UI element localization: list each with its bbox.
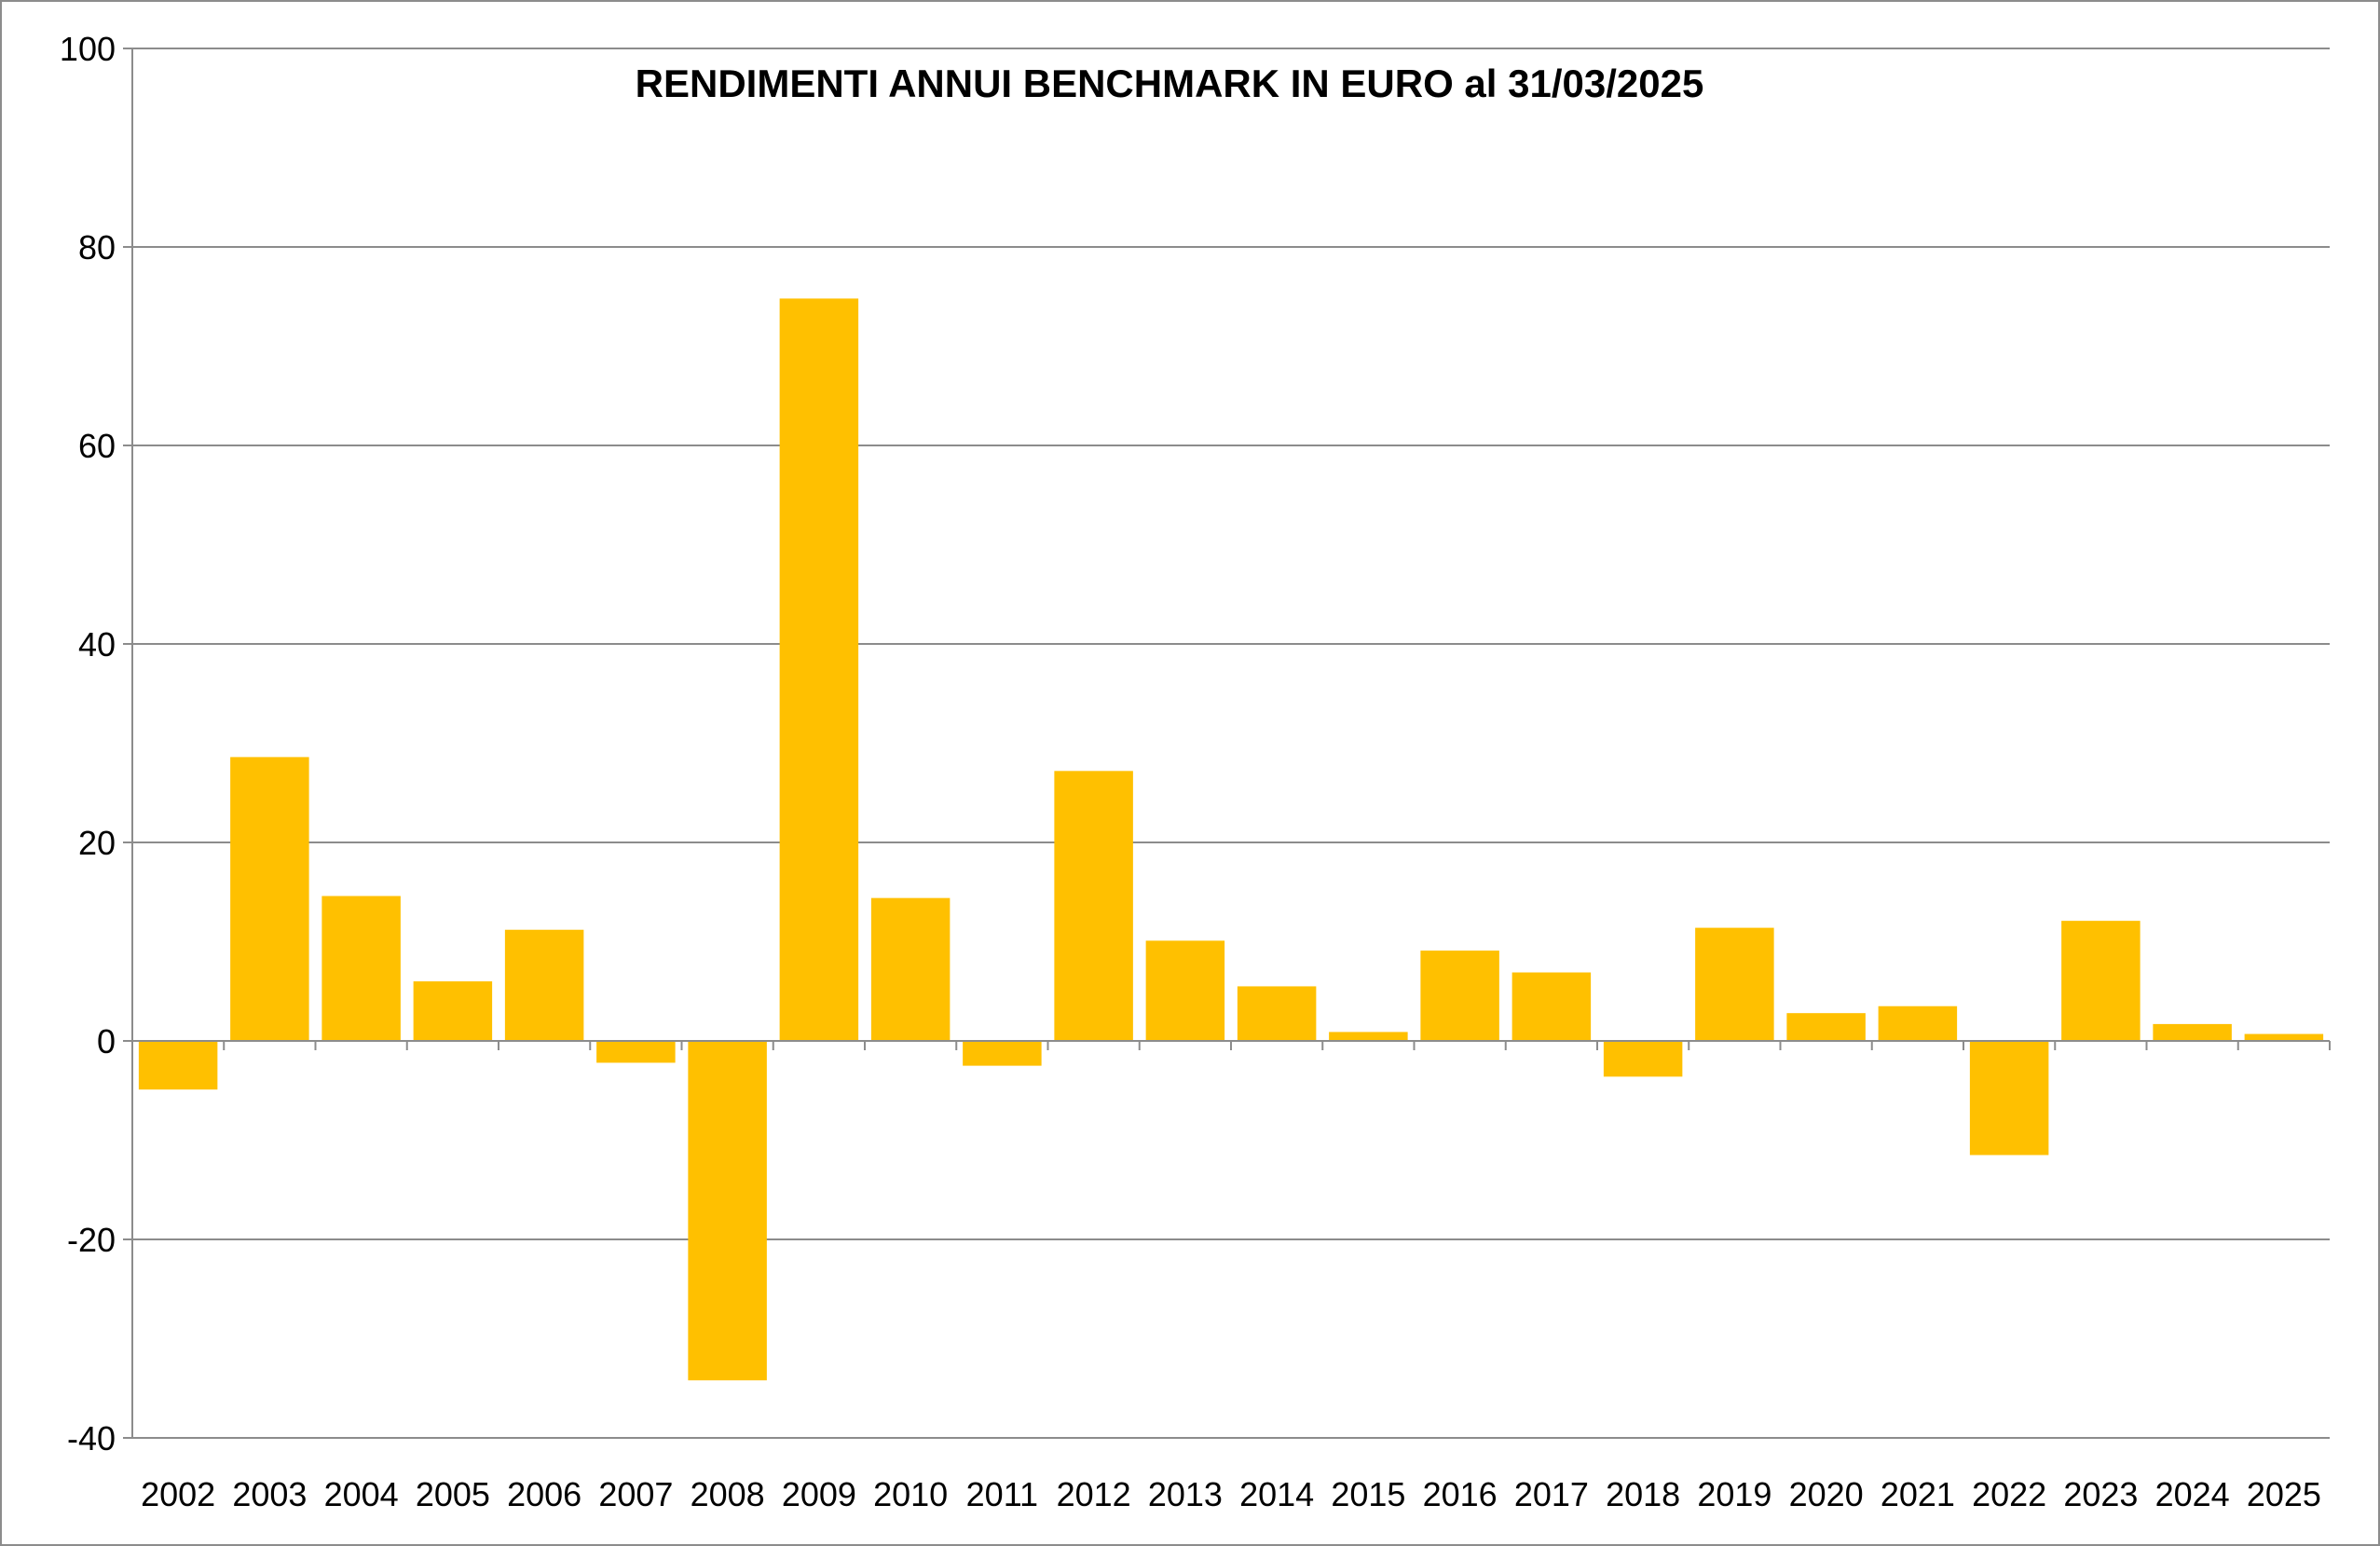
x-tick-label: 2022 xyxy=(1972,1475,2046,1513)
x-tick-label: 2013 xyxy=(1148,1475,1223,1513)
y-tick-label: 20 xyxy=(78,824,116,862)
y-tick-label: 60 xyxy=(78,427,116,465)
x-tick-label: 2015 xyxy=(1331,1475,1405,1513)
x-tick-label: 2021 xyxy=(1881,1475,1955,1513)
x-tick-label: 2017 xyxy=(1514,1475,1589,1513)
bar-2016 xyxy=(1420,951,1499,1041)
y-tick-label: -40 xyxy=(67,1419,116,1457)
x-tick-label: 2004 xyxy=(324,1475,399,1513)
x-tick-label: 2005 xyxy=(416,1475,490,1513)
x-tick-label: 2006 xyxy=(507,1475,581,1513)
x-tick-label: 2012 xyxy=(1057,1475,1131,1513)
bar-2010 xyxy=(870,897,951,1041)
bar-2023 xyxy=(2061,921,2141,1041)
x-tick-label: 2024 xyxy=(2155,1475,2230,1513)
bar-2019 xyxy=(1695,927,1774,1041)
x-tick-label: 2018 xyxy=(1606,1475,1680,1513)
bar-2021 xyxy=(1878,1006,1958,1041)
x-tick-label: 2002 xyxy=(141,1475,215,1513)
chart-title: RENDIMENTI ANNUI BENCHMARK IN EURO al 31… xyxy=(636,62,1704,105)
x-tick-label: 2020 xyxy=(1789,1475,1864,1513)
y-tick-label: 100 xyxy=(60,30,116,68)
bar-2006 xyxy=(504,929,584,1041)
bar-2018 xyxy=(1603,1041,1683,1077)
bar-2024 xyxy=(2153,1023,2232,1041)
bar-2025 xyxy=(2244,1033,2324,1041)
y-axis-ticks: -40 -20 0 20 40 60 80 100 xyxy=(60,30,132,1457)
gridlines xyxy=(132,48,2330,1439)
x-tick-label: 2007 xyxy=(598,1475,673,1513)
bar-2003 xyxy=(230,757,309,1041)
bar-2005 xyxy=(413,981,493,1041)
bar-2013 xyxy=(1145,940,1225,1041)
axes xyxy=(131,48,2331,1438)
x-tick-label: 2016 xyxy=(1423,1475,1498,1513)
bar-2017 xyxy=(1511,972,1592,1041)
bar-2008 xyxy=(688,1041,767,1381)
bar-2009 xyxy=(779,298,859,1041)
x-tick-label: 2019 xyxy=(1697,1475,1771,1513)
bar-2015 xyxy=(1329,1032,1408,1041)
y-tick-label: -20 xyxy=(67,1221,116,1259)
x-tick-label: 2009 xyxy=(782,1475,856,1513)
bar-2004 xyxy=(321,896,401,1041)
x-axis-ticks: 2002 2003 2004 2005 2006 2007 2008 2009 2010 2011… xyxy=(141,1475,2321,1513)
y-tick-label: 80 xyxy=(78,228,116,267)
x-tick-label: 2025 xyxy=(2247,1475,2321,1513)
bar-2012 xyxy=(1054,771,1133,1041)
bar-2002 xyxy=(138,1041,218,1090)
x-tick-label: 2010 xyxy=(873,1475,948,1513)
bar-2020 xyxy=(1786,1013,1866,1041)
bar-2007 xyxy=(596,1041,676,1063)
bar-2022 xyxy=(1969,1041,2049,1156)
bars xyxy=(138,298,2324,1381)
x-tick-label: 2023 xyxy=(2063,1475,2138,1513)
bar-2011 xyxy=(963,1041,1042,1066)
bar-2014 xyxy=(1237,986,1317,1041)
y-tick-label: 0 xyxy=(97,1022,116,1060)
x-tick-label: 2008 xyxy=(691,1475,765,1513)
x-tick-label: 2011 xyxy=(966,1475,1038,1513)
x-tick-label: 2003 xyxy=(232,1475,307,1513)
x-tick-label: 2014 xyxy=(1239,1475,1314,1513)
y-tick-label: 40 xyxy=(78,625,116,664)
